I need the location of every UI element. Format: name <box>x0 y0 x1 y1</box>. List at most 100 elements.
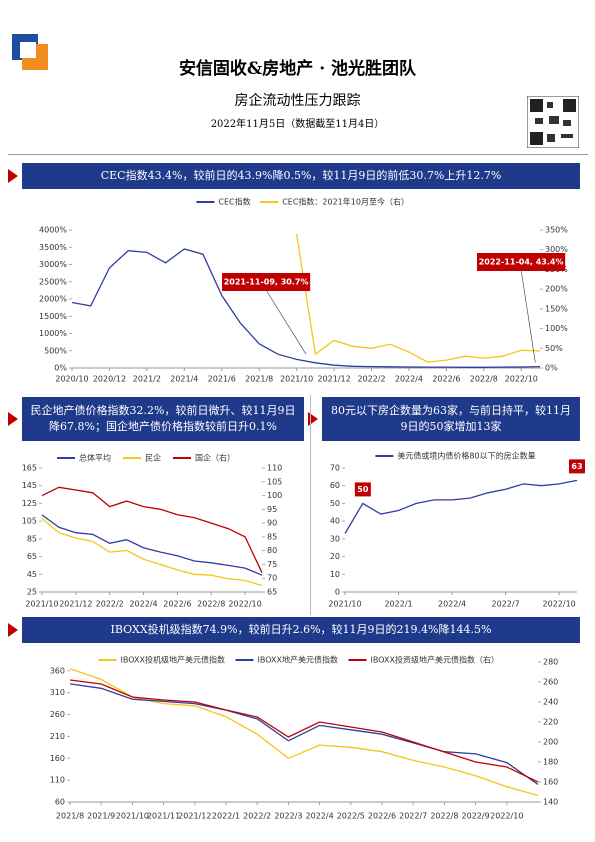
y2-tick-label: 105 <box>267 477 282 486</box>
x-tick-label: 2022/10 <box>505 375 538 384</box>
y-tick-label: 110 <box>50 776 65 785</box>
legend-label: CEC指数：2021年10月至今（右） <box>282 197 409 207</box>
annotation: 2022-11-04, 43.4% <box>479 258 564 267</box>
x-tick-label: 2021/4 <box>170 375 198 384</box>
x-tick-label: 2022/6 <box>368 812 396 821</box>
y-tick-label: 65 <box>27 552 37 561</box>
y2-tick-label: 220 <box>543 718 558 727</box>
y-tick-label: 60 <box>55 798 65 807</box>
y-tick-label: 25 <box>27 588 37 597</box>
y-tick-label: 45 <box>27 570 37 579</box>
y2-tick-label: 240 <box>543 698 558 707</box>
x-tick-label: 2022/3 <box>274 812 302 821</box>
y-tick-label: 30 <box>330 534 340 543</box>
y-tick-label: 2000% <box>39 295 67 304</box>
x-tick-label: 2021/11 <box>147 812 180 821</box>
y2-tick-label: 0% <box>545 364 558 373</box>
annotation-arrow <box>265 289 307 355</box>
x-tick-label: 2022/6 <box>432 375 460 384</box>
legend-label: 美元债或境内债价格80以下的房企数量 <box>397 451 535 461</box>
banner: CEC指数43.4%，较前日的43.9%降0.5%，较11月9日的前低30.7%… <box>22 163 580 189</box>
x-tick-label: 2021/8 <box>56 812 84 821</box>
divider <box>8 154 588 155</box>
x-tick-label: 2022/10 <box>490 812 523 821</box>
y-tick-label: 360 <box>50 666 65 675</box>
series-line <box>69 667 539 797</box>
x-tick-label: 2022/9 <box>462 812 490 821</box>
legend-label: IBOXX地产美元债指数 <box>258 655 338 665</box>
qr-code <box>527 96 579 148</box>
y2-tick-label: 50% <box>545 344 563 353</box>
y2-tick-label: 160 <box>543 778 558 787</box>
y-tick-label: 1000% <box>39 329 67 338</box>
legend-label: 总体平均 <box>79 453 111 463</box>
x-tick-label: 2021/10 <box>328 600 361 609</box>
y2-tick-label: 110 <box>267 464 282 473</box>
x-tick-label: 2022/2 <box>357 375 385 384</box>
y-tick-label: 3500% <box>39 243 67 252</box>
y2-tick-label: 75 <box>267 560 277 569</box>
y2-tick-label: 260 <box>543 678 558 687</box>
series-line <box>344 479 578 534</box>
y-tick-label: 10 <box>330 570 340 579</box>
annotation-box <box>477 253 566 271</box>
chart: 0 10 20 30 40 50 60 70 2021/10 2022/1 2022/4 2022/7… <box>328 451 585 609</box>
y2-tick-label: 150% <box>545 304 568 313</box>
banner: 80元以下房企数量为63家，与前日持平，较11月9日的50家增加13家 <box>322 397 580 441</box>
y2-tick-label: 200 <box>543 738 558 747</box>
annotation-box <box>222 273 311 291</box>
x-tick-label: 2021/9 <box>87 812 115 821</box>
x-tick-label: 2022/4 <box>129 600 157 609</box>
y2-tick-label: 140 <box>543 798 558 807</box>
x-tick-label: 2022/1 <box>212 812 240 821</box>
x-tick-label: 2022/8 <box>197 600 225 609</box>
x-tick-label: 2022/1 <box>384 600 412 609</box>
x-tick-label: 2022/8 <box>430 812 458 821</box>
y2-tick-label: 180 <box>543 758 558 767</box>
x-tick-label: 2021/10 <box>25 600 58 609</box>
series-line <box>69 679 539 783</box>
y-tick-label: 1500% <box>39 312 67 321</box>
x-tick-label: 2021/2 <box>133 375 161 384</box>
x-tick-label: 2021/10 <box>116 812 149 821</box>
series-line <box>71 248 541 368</box>
series-line <box>295 233 541 363</box>
banner: IBOXX投机级指数74.9%，较前日升2.6%，较11月9日的219.4%降1… <box>22 617 580 643</box>
y-tick-label: 165 <box>22 464 37 473</box>
marker <box>8 623 18 637</box>
y-tick-label: 105 <box>22 517 37 526</box>
value-label-box <box>354 482 371 497</box>
x-tick-label: 2022/8 <box>470 375 498 384</box>
y-tick-label: 4000% <box>39 226 67 235</box>
y-tick-label: 160 <box>50 754 65 763</box>
x-tick-label: 2022/10 <box>228 600 261 609</box>
series-line <box>41 514 263 576</box>
y-tick-label: 85 <box>27 534 37 543</box>
legend-label: IBOXX投机级地产美元债指数 <box>121 655 225 665</box>
logo <box>12 34 48 70</box>
y2-tick-label: 280 <box>543 658 558 667</box>
series-line <box>41 486 263 573</box>
marker <box>308 412 318 426</box>
report-date: 2022年11月5日（数据截至11月4日） <box>210 119 385 130</box>
value-label: 63 <box>571 462 582 471</box>
legend-label: 国企（右） <box>195 453 235 463</box>
x-tick-label: 2022/4 <box>306 812 334 821</box>
y-tick-label: 60 <box>330 481 340 490</box>
y2-tick-label: 70 <box>267 574 277 583</box>
y-tick-label: 310 <box>50 688 65 697</box>
y-tick-label: 145 <box>22 481 37 490</box>
y-tick-label: 260 <box>50 710 65 719</box>
x-tick-label: 2021/10 <box>280 375 313 384</box>
y2-tick-label: 90 <box>267 519 277 528</box>
y-tick-label: 3000% <box>39 260 67 269</box>
x-tick-label: 2020/10 <box>55 375 88 384</box>
annotation-arrow <box>520 269 536 363</box>
banner: 民企地产债价格指数32.2%，较前日微升、较11月9日降67.8%；国企地产债价… <box>22 397 304 441</box>
legend-label: 民企 <box>145 453 161 463</box>
x-tick-label: 2022/10 <box>543 600 576 609</box>
x-tick-label: 2021/12 <box>178 812 211 821</box>
page-subtitle: 房企流动性压力跟踪 <box>234 93 361 109</box>
y-tick-label: 500% <box>44 346 67 355</box>
y2-tick-label: 80 <box>267 546 277 555</box>
